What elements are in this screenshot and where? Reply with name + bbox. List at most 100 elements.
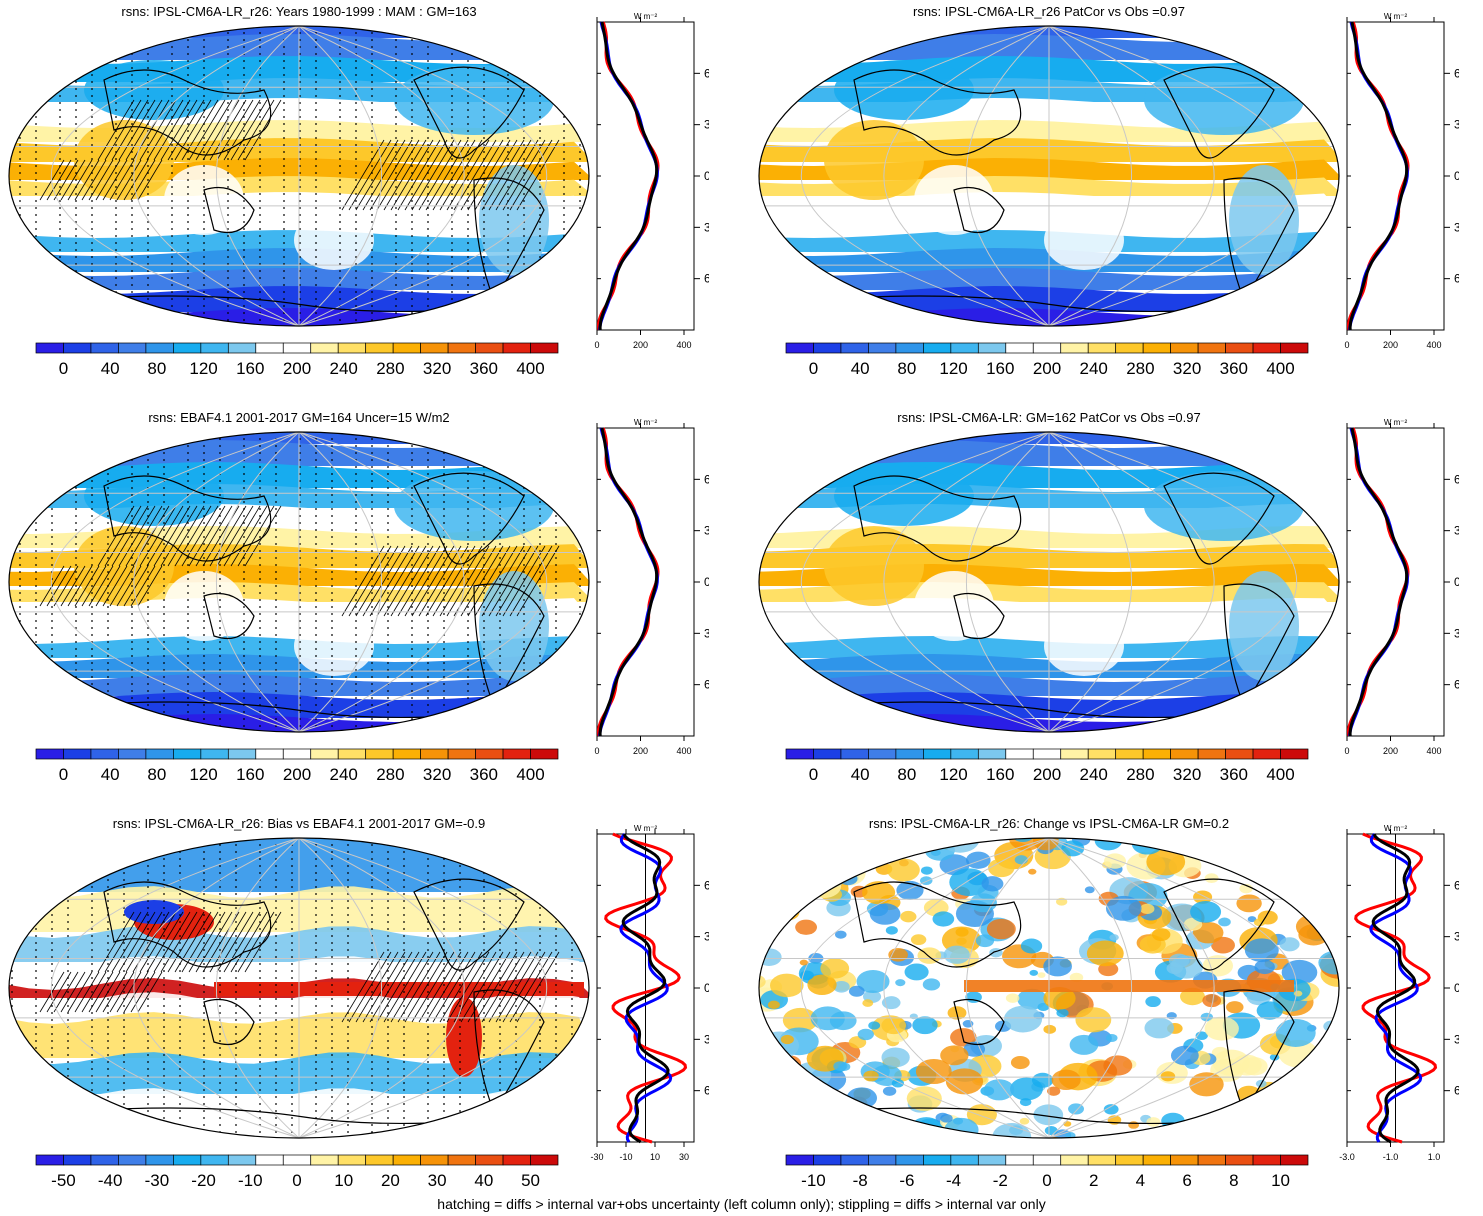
map-region — [835, 1132, 846, 1139]
map-robinson — [754, 426, 1344, 738]
map-region — [768, 1001, 780, 1009]
colorbar-swatch — [63, 749, 90, 759]
map-field — [754, 832, 1344, 1144]
map-region — [1257, 1001, 1283, 1019]
colorbar-label: 80 — [897, 765, 916, 784]
colorbar-label: 0 — [59, 359, 68, 378]
map-region — [883, 1086, 896, 1095]
map-region — [910, 1014, 918, 1020]
colorbar-swatch — [813, 1155, 840, 1165]
map-region — [1279, 858, 1310, 880]
colorbar-label: 160 — [236, 765, 264, 784]
map-region — [914, 571, 994, 641]
map-region — [836, 1102, 848, 1110]
colorbar-label: 400 — [1266, 765, 1294, 784]
colorbar-label: 0 — [292, 1171, 301, 1190]
colorbar-swatch — [311, 1155, 338, 1165]
map-region — [394, 65, 554, 135]
lat-label: 30S — [704, 220, 709, 234]
map-region — [881, 1048, 909, 1068]
map-region — [1109, 934, 1118, 941]
colorbar-label: 160 — [986, 359, 1014, 378]
map-region — [946, 1068, 983, 1094]
lat-label: 60N — [1454, 878, 1459, 892]
x-tick-label: 0 — [1344, 746, 1349, 756]
colorbar-swatch — [1033, 1155, 1060, 1165]
map-region — [940, 1114, 952, 1123]
lat-label: 30S — [1454, 220, 1459, 234]
colorbar-label: 160 — [236, 359, 264, 378]
map-region — [1284, 1078, 1294, 1085]
x-tick-label: 1.0 — [1428, 1152, 1441, 1162]
lat-label: 60S — [1454, 678, 1459, 692]
map-region — [1276, 1019, 1316, 1047]
x-tick-label: 30 — [679, 1152, 689, 1162]
colorbar-swatch — [1226, 343, 1253, 353]
colorbar-label: 360 — [470, 765, 498, 784]
map-region — [1213, 1137, 1225, 1144]
colorbar-label: -20 — [191, 1171, 216, 1190]
colorbar-label: 200 — [283, 765, 311, 784]
colorbar-swatch — [978, 749, 1005, 759]
map-region — [294, 210, 374, 270]
map-region — [1075, 1007, 1111, 1032]
colorbar-label: 40 — [474, 1171, 493, 1190]
x-tick-label: -10 — [619, 1152, 632, 1162]
colorbar-swatch — [1116, 343, 1143, 353]
x-tick-label: 400 — [676, 340, 691, 350]
map-region — [1301, 853, 1320, 866]
map-region — [1044, 616, 1124, 676]
map-region — [1329, 911, 1339, 918]
map-region — [1146, 1117, 1160, 1127]
colorbar-swatch — [1033, 343, 1060, 353]
lat-label: 60N — [1454, 472, 1459, 486]
map-region — [806, 863, 830, 880]
colorbar-label: 320 — [423, 359, 451, 378]
map-region — [809, 832, 822, 841]
map-region — [1045, 1126, 1058, 1135]
colorbar-swatch — [868, 343, 895, 353]
lat-label: 30N — [1454, 118, 1459, 132]
lat-label: 60S — [1454, 1084, 1459, 1098]
map-region — [801, 1124, 833, 1144]
colorbar-swatch — [338, 343, 365, 353]
map-region — [1128, 1121, 1139, 1129]
map-region — [805, 871, 813, 877]
colorbar-swatch — [146, 1155, 173, 1165]
colorbar-label: 80 — [147, 359, 166, 378]
map-region — [770, 1063, 794, 1080]
map-region — [795, 869, 815, 883]
map-region — [1217, 839, 1248, 861]
panel-title: rsns: IPSL-CM6A-LR_r26 PatCor vs Obs =0.… — [754, 4, 1344, 20]
colorbar-label: 320 — [1173, 359, 1201, 378]
colorbar-swatch — [1006, 343, 1033, 353]
map-region — [796, 848, 810, 858]
lat-label: 30N — [1454, 524, 1459, 538]
colorbar-label: 0 — [1042, 1171, 1051, 1190]
colorbar-label: 40 — [101, 359, 120, 378]
map-robinson — [4, 426, 594, 738]
colorbar-swatch — [476, 1155, 503, 1165]
map-region — [1313, 832, 1334, 842]
map-region — [756, 948, 781, 966]
colorbar-label: 200 — [1033, 359, 1061, 378]
map-region — [797, 839, 818, 854]
map-region — [903, 1124, 925, 1140]
map-robinson — [4, 20, 594, 332]
colorbar-swatch — [476, 749, 503, 759]
colorbar-swatch — [531, 1155, 558, 1165]
colorbar-swatch — [173, 749, 200, 759]
x-tick-label: 200 — [1383, 746, 1398, 756]
colorbar-swatch — [228, 343, 255, 353]
colorbar-swatch — [366, 1155, 393, 1165]
map-region — [876, 832, 904, 844]
map-region — [907, 1134, 920, 1143]
lat-label: 30N — [704, 930, 709, 944]
colorbar-swatch — [91, 343, 118, 353]
colorbar-label: 200 — [1033, 765, 1061, 784]
colorbar-swatch — [841, 343, 868, 353]
map-region — [1294, 991, 1302, 997]
panel-model-ensemble: rsns: IPSL-CM6A-LR: GM=162 PatCor vs Obs… — [754, 410, 1483, 810]
profile-unit: W m⁻² — [634, 418, 658, 427]
